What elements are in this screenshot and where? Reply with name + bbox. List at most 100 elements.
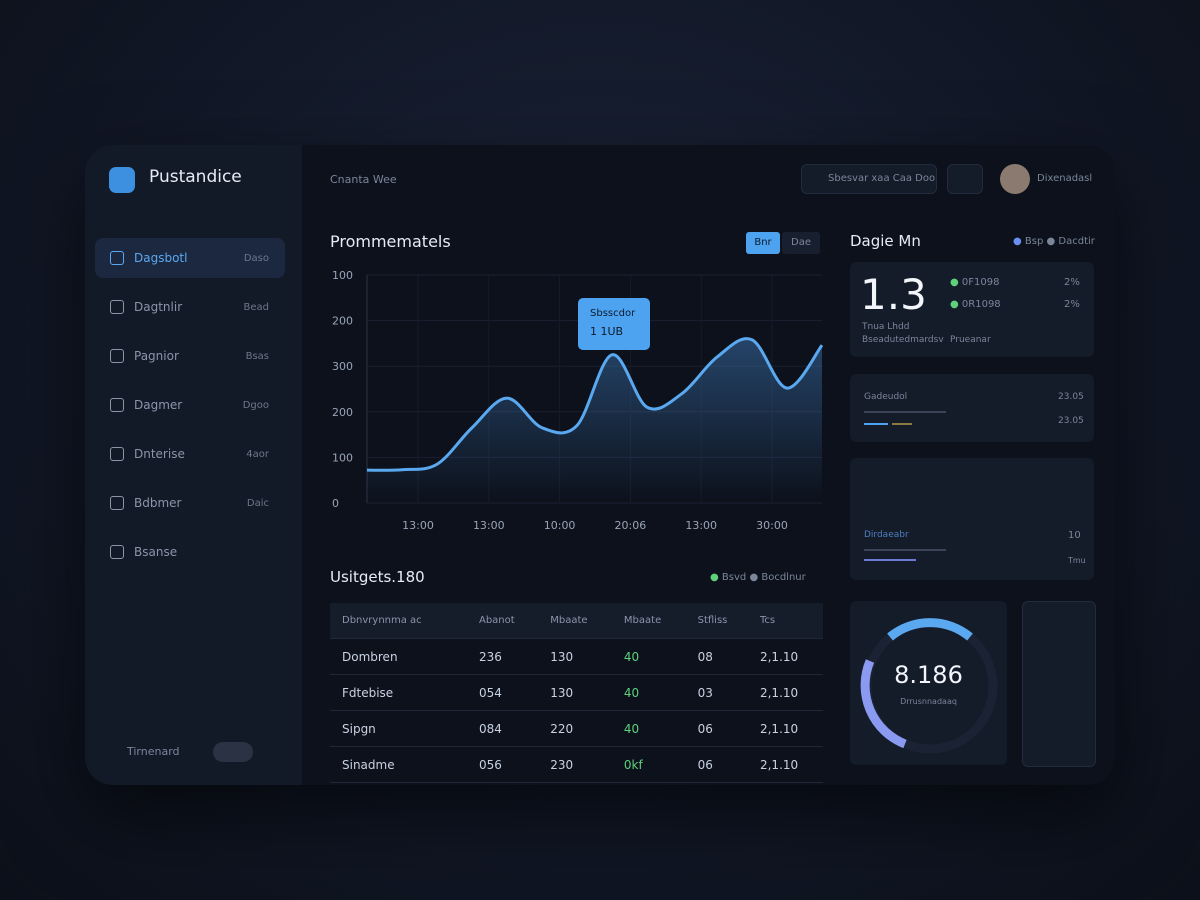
nav-icon: [110, 447, 124, 461]
nav-item[interactable]: Dnterise 4aor: [95, 434, 285, 474]
sidebar: Pustandice Dagsbotl Daso Dagtnlir Bead Pagni…: [85, 145, 302, 785]
y-tick-label: 200: [332, 315, 353, 328]
table-row[interactable]: Sinadme 056 230 0kf 06 2,1.10: [330, 746, 823, 783]
y-tick-label: 0: [332, 497, 339, 510]
nav-label: Dagtnlir: [134, 300, 183, 314]
nav-meta: Daic: [246, 497, 269, 509]
search[interactable]: Sbesvar xaa Caa Doo: [801, 164, 937, 194]
nav-meta: 4aor: [246, 448, 269, 460]
gauge-value: 8.186: [894, 661, 963, 689]
nav-item[interactable]: Dagtnlir Bead: [95, 287, 285, 327]
legend-label: Bsp: [1024, 236, 1044, 247]
progress-value: 23.05: [1058, 392, 1084, 402]
app-window: Pustandice Dagsbotl Daso Dagtnlir Bead Pagni…: [85, 145, 1115, 785]
notify-button[interactable]: [947, 164, 983, 194]
x-tick-label: 13:00: [473, 519, 505, 532]
gauge-card: 8.186 Drrusnnadaaq: [850, 601, 1007, 765]
nav-meta: Daso: [243, 252, 269, 264]
breadcrumb: Cnanta Wee: [330, 173, 397, 186]
nav-icon: [110, 496, 124, 510]
table-row[interactable]: Dombren 236 130 40 08 2,1.10: [330, 638, 823, 675]
nav-label: Dnterise: [134, 447, 185, 461]
cell: 08: [685, 638, 748, 675]
table-header: Dbnvrynnma ac Abanot Mbaate Mbaate Stfliss Tc…: [330, 603, 823, 639]
x-tick-label: 20:06: [615, 519, 647, 532]
y-tick-label: 100: [332, 451, 353, 464]
line: [366, 337, 824, 472]
table-row[interactable]: Fdtebise 054 130 40 03 2,1.10: [330, 674, 823, 711]
stat-item-value: 2%: [1064, 299, 1080, 310]
nav-label: Bsanse: [134, 545, 178, 559]
cell: Fdtebise: [330, 674, 467, 711]
nav-item[interactable]: Dagmer Dgoo: [95, 385, 285, 425]
table: Dbnvrynnma ac Abanot Mbaate Mbaate Stfliss Tc…: [330, 603, 823, 783]
nav-item[interactable]: Bsanse: [95, 532, 285, 572]
chart-title: Prommematels: [330, 232, 451, 251]
legend: ● Bsvd ● Bocdlnur: [710, 572, 806, 583]
logo: [109, 167, 135, 193]
nav-item[interactable]: Dagsbotl Daso: [95, 238, 285, 278]
cell: 130: [538, 674, 612, 711]
stat-card: 1.3 Tnua Lhdd ● 0F1098 2% ● 0R1098 2% Bs…: [850, 262, 1094, 357]
x-tick-label: 30:00: [756, 519, 788, 532]
info-bar: [864, 559, 916, 561]
nav-label: Pagnior: [134, 349, 179, 363]
x-tick-label: 10:00: [544, 519, 576, 532]
nav-item[interactable]: Pagnior Bsas: [95, 336, 285, 376]
progress-value: 23.05: [1058, 416, 1084, 426]
y-tick-label: 200: [332, 406, 353, 419]
y-tick-label: 100: [332, 269, 353, 282]
cell: 2,1.10: [747, 674, 823, 711]
table-title: Usitgets.180: [330, 568, 425, 586]
stat-footer: Prueanar: [950, 335, 991, 345]
cell: 2,1.10: [747, 638, 823, 675]
info-unit: Tmu: [1068, 556, 1086, 565]
info-bar: [864, 549, 946, 551]
nav-icon: [110, 349, 124, 363]
header-cell: Mbaate: [538, 603, 612, 639]
header-cell: Stfliss: [685, 603, 748, 639]
stat-footer: Bseadutedmardsv: [862, 335, 944, 345]
cell: 40: [611, 638, 686, 675]
nav-icon: [110, 300, 124, 314]
side-title: Dagie Mn: [850, 232, 921, 250]
cell: 084: [466, 710, 539, 747]
nav-item[interactable]: Bdbmer Daic: [95, 483, 285, 523]
tooltip: Sbsscdor 1 1UB: [578, 298, 650, 350]
nav-meta: Dgoo: [242, 399, 269, 411]
cell: 054: [466, 674, 539, 711]
header-cell: Dbnvrynnma ac: [330, 603, 467, 639]
cell: 220: [538, 710, 612, 747]
cell: Sipgn: [330, 710, 467, 747]
x-tick-label: 13:00: [685, 519, 717, 532]
avatar[interactable]: [1000, 164, 1030, 194]
progress-bar: [864, 423, 888, 425]
toggle-switch[interactable]: [213, 742, 253, 762]
legend-label: Dacdtir: [1058, 236, 1095, 247]
progress-bar: [892, 423, 912, 425]
nav-label: Dagmer: [134, 398, 183, 412]
gauge-label: Drrusnnadaaq: [900, 697, 957, 706]
area: [367, 338, 822, 503]
mini-list: [1022, 601, 1096, 767]
cell: 40: [611, 710, 686, 747]
side-legend: ● Bsp ● Dacdtir: [1013, 236, 1095, 247]
table-row[interactable]: Sipgn 084 220 40 06 2,1.10: [330, 710, 823, 747]
legend-label: Bsvd: [721, 572, 747, 583]
brand: Pustandice: [149, 167, 242, 187]
y-tick-label: 300: [332, 360, 353, 373]
cell: 236: [466, 638, 539, 675]
nav-icon: [110, 545, 124, 559]
progress-bar: [864, 411, 946, 413]
header-cell: Tcs: [747, 603, 823, 639]
cell: 06: [685, 746, 748, 783]
x-tick-label: 13:00: [402, 519, 434, 532]
stat-value: 1.3: [860, 270, 927, 319]
tooltip-value: 1 1UB: [590, 325, 624, 338]
toggle-option[interactable]: Dae: [782, 232, 820, 254]
nav-meta: Bsas: [245, 350, 269, 362]
toggle-option[interactable]: Bnr: [746, 232, 780, 254]
progress-label: Gadeudol: [864, 392, 908, 402]
info-card: Dirdaeabr 10 Tmu: [850, 458, 1094, 580]
